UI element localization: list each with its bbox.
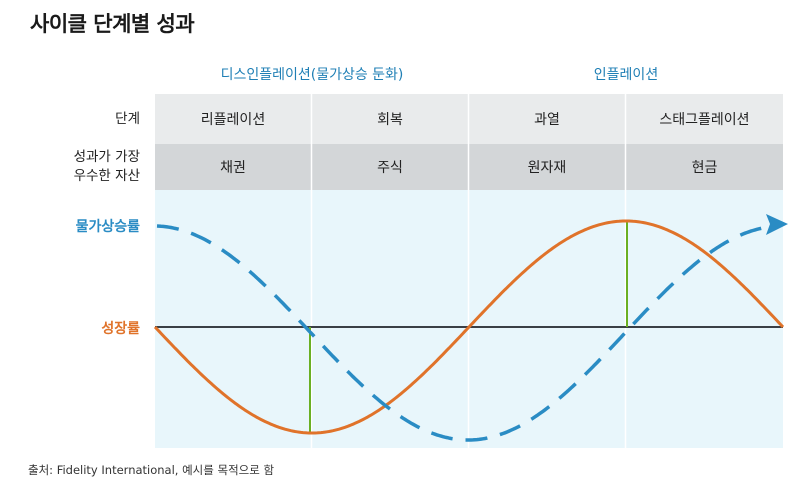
stage-cell-1: 리플레이션 [155, 94, 311, 144]
inflation-curve [156, 224, 768, 442]
source-note: 출처: Fidelity International, 예시를 목적으로 함 [28, 463, 275, 477]
asset-cell-4: 현금 [626, 144, 783, 190]
header-deflation: 디스인플레이션(물가상승 둔화) [220, 67, 404, 83]
row-label-stage: 단계 [115, 111, 140, 127]
legend-inflation: 물가상승률 [75, 219, 140, 235]
growth-curve [153, 219, 785, 435]
row-label-asset-line1: 성과가 가장 [73, 149, 140, 165]
stage-cell-3: 과열 [469, 94, 625, 144]
stage-cell-2: 회복 [312, 94, 468, 144]
header-inflation: 인플레이션 [593, 67, 659, 83]
inflation-arrowhead [766, 214, 788, 235]
asset-cell-2: 주식 [312, 144, 468, 190]
stage-cell-4: 스태그플레이션 [626, 94, 783, 144]
asset-cell-3: 원자재 [469, 144, 625, 190]
asset-cell-1: 채권 [155, 144, 311, 190]
page-title: 사이클 단계별 성과 [30, 12, 195, 36]
legend-growth: 성장률 [101, 321, 140, 337]
row-label-asset: 성과가 가장 우수한 자산 [74, 148, 140, 186]
row-label-asset-line2: 우수한 자산 [73, 168, 140, 184]
